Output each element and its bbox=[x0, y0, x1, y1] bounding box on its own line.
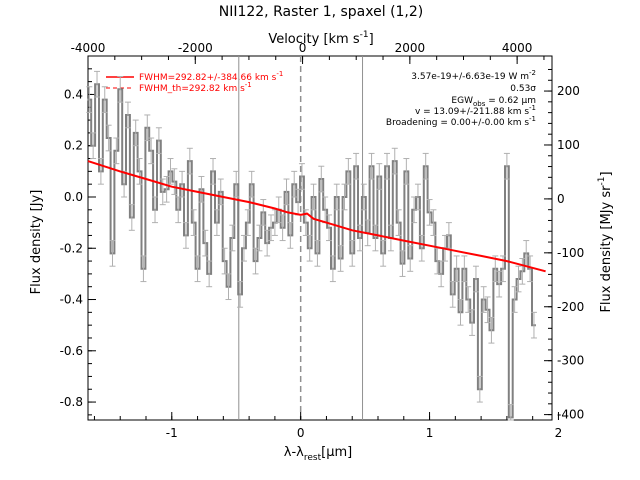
right-tick-label: 0 bbox=[557, 192, 565, 206]
annotation-velocity: v = 13.09+/-211.88 km s-1 bbox=[415, 104, 536, 117]
y-tick-label: -0.8 bbox=[60, 395, 83, 409]
x-tick-label: 0 bbox=[297, 426, 305, 440]
plot-area: -1 0 1 2-4000 -2000 0 2000 4000-0.8-0.6-0.4-0.2… bbox=[60, 41, 585, 440]
right-tick-label: -300 bbox=[557, 354, 584, 368]
top-tick-label: 4000 bbox=[502, 41, 533, 55]
x-tick-label: -1 bbox=[166, 426, 178, 440]
x-tick-label: 1 bbox=[426, 426, 434, 440]
spectrum-line bbox=[87, 83, 536, 419]
top-tick-label: 2000 bbox=[395, 41, 426, 55]
right-tick-label: 100 bbox=[557, 138, 580, 152]
y-tick-label: -0.4 bbox=[60, 293, 83, 307]
top-tick-label: 0 bbox=[299, 41, 307, 55]
annotation-egw: EGWobs = 0.62 μm bbox=[451, 96, 536, 108]
right-tick-label: 200 bbox=[557, 84, 580, 98]
right-tick-label: -400 bbox=[557, 408, 584, 422]
top-tick-label: -4000 bbox=[71, 41, 106, 55]
fit-line bbox=[87, 160, 546, 273]
top-tick-label: -2000 bbox=[178, 41, 213, 55]
annotation-sigma: 0.53σ bbox=[510, 84, 536, 94]
y-axis-label: Flux density [Jy] bbox=[29, 190, 44, 295]
x-tick-label: 2 bbox=[555, 426, 563, 440]
right-tick-label: -100 bbox=[557, 246, 584, 260]
y-tick-label: 0.4 bbox=[64, 87, 83, 101]
legend-label-fwhm: FWHM=292.82+/-384.66 km s-1 bbox=[139, 70, 283, 83]
y-tick-label: -0.2 bbox=[60, 241, 83, 255]
y-tick-label: 0.0 bbox=[64, 190, 83, 204]
plot-frame bbox=[87, 55, 553, 421]
annotation-broadening: Broadening = 0.00+/-0.00 km s-1 bbox=[386, 115, 536, 128]
annotation-flux: 3.57e-19+/-6.63e-19 W m-2 bbox=[411, 69, 536, 82]
right-axis-label: Flux density [MJy sr-1] bbox=[597, 171, 614, 312]
right-tick-label: -200 bbox=[557, 300, 584, 314]
y-tick-label: -0.6 bbox=[60, 344, 83, 358]
chart-title: NII122, Raster 1, spaxel (1,2) bbox=[219, 4, 424, 20]
x-axis-label: λ-λrest[μm] bbox=[284, 445, 352, 463]
legend-label-fwhm-th: FWHM_th=292.82 km s-1 bbox=[139, 81, 252, 94]
top-axis-label: Velocity [km s-1] bbox=[268, 30, 373, 47]
y-tick-label: 0.2 bbox=[64, 139, 83, 153]
